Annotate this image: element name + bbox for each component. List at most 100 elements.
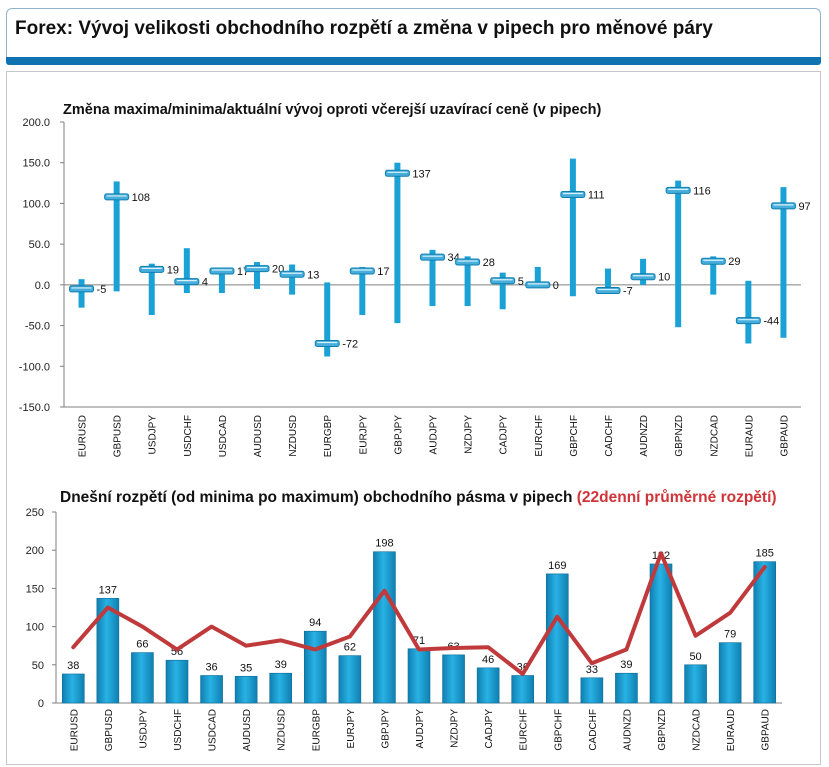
- range-bar-gbpnzd: [675, 180, 682, 328]
- range-category-label: CADJPY: [499, 415, 510, 455]
- header-panel: [6, 8, 821, 57]
- bar-chart-title-main: Dnešní rozpětí (od minima po maximum) ob…: [60, 489, 572, 506]
- range-category-label: GBPCHF: [569, 415, 580, 457]
- bar-value-label: 169: [548, 560, 566, 572]
- range-bar-usdjpy: [131, 652, 154, 704]
- range-bar-nzdcad: [710, 256, 717, 295]
- range-category-label: USDJPY: [148, 415, 159, 455]
- bar-category-label: GBPJPY: [380, 709, 391, 749]
- range-category-label: GBPAUD: [779, 415, 790, 457]
- range-bar-nzdjpy: [464, 256, 471, 307]
- range-chart-y-tick-label: -100.0: [19, 361, 50, 373]
- range-bar-usdchf: [183, 248, 190, 293]
- range-bar-gbpusd: [96, 598, 120, 704]
- bar-category-label: NZDUSD: [277, 709, 288, 751]
- range-bar-gbpjpy: [373, 551, 396, 704]
- range-bar-cadjpy: [476, 667, 500, 704]
- bar-category-label: AUDJPY: [415, 709, 426, 749]
- bar-category-label: NZDJPY: [450, 709, 461, 748]
- range-bar-gbpaud: [753, 561, 777, 704]
- bar-category-label: GBPUSD: [104, 709, 115, 751]
- range-bar-usdchf: [165, 659, 189, 704]
- bar-value-label: 39: [620, 659, 632, 671]
- range-chart-y-tick-label: 200.0: [22, 117, 50, 129]
- header-accent-bar: [6, 57, 821, 65]
- range-value-label: 116: [693, 185, 711, 197]
- range-category-label: EURGBP: [323, 415, 334, 458]
- bar-category-label: EURAUD: [726, 709, 737, 751]
- bar-chart-y-tick-label: 150: [26, 583, 44, 595]
- bar-value-label: 137: [99, 584, 117, 596]
- bar-category-label: EURGBP: [311, 709, 322, 752]
- range-bar-cadchf: [580, 677, 604, 704]
- range-bar-eurjpy: [338, 655, 362, 704]
- range-category-label: USDCHF: [183, 415, 194, 457]
- range-value-label: 4: [202, 277, 208, 289]
- range-bar-gbpusd: [113, 181, 120, 292]
- range-bar-eurgbp: [303, 630, 327, 704]
- bar-category-label: USDCHF: [173, 709, 184, 751]
- bar-category-label: AUDUSD: [242, 709, 253, 751]
- range-value-label: -72: [342, 338, 358, 350]
- range-chart-title: Změna maxima/minima/aktuální vývoj oprot…: [63, 102, 601, 118]
- range-bar-gbpaud: [780, 187, 787, 338]
- range-chart-y-tick-label: 150.0: [22, 158, 50, 170]
- bar-category-label: CADJPY: [484, 709, 495, 749]
- range-value-label: 111: [588, 189, 605, 201]
- page-title: Forex: Vývoj velikosti obchodního rozpět…: [15, 18, 713, 39]
- range-category-label: NZDCAD: [709, 415, 720, 457]
- bar-category-label: EURUSD: [69, 709, 80, 751]
- bar-category-label: GBPAUD: [761, 709, 772, 751]
- range-bar-gbpchf: [569, 158, 576, 297]
- range-value-label: 5: [518, 276, 524, 288]
- range-bar-nzdusd: [289, 264, 296, 295]
- range-bar-audnzd: [615, 672, 638, 704]
- range-category-label: NZDUSD: [288, 415, 299, 457]
- bar-chart-y-tick-label: 200: [26, 545, 44, 557]
- range-chart-y-tick-label: -50.0: [25, 321, 50, 333]
- range-bar-audjpy: [429, 249, 436, 307]
- range-value-label: 19: [167, 264, 179, 276]
- range-bar-nzdjpy: [442, 654, 465, 704]
- bar-value-label: 185: [756, 548, 774, 560]
- bar-value-label: 38: [67, 660, 79, 672]
- range-value-label: -7: [623, 286, 633, 298]
- bar-value-label: 35: [240, 662, 252, 674]
- range-bar-eurusd: [78, 279, 85, 308]
- range-bar-nzdusd: [269, 672, 293, 704]
- range-category-label: AUDNZD: [639, 415, 650, 457]
- range-value-label: 13: [307, 269, 319, 281]
- range-bar-gbpnzd: [649, 563, 673, 704]
- range-value-label: -5: [97, 284, 107, 296]
- range-bar-audjpy: [407, 648, 431, 704]
- range-bar-gbpjpy: [394, 162, 401, 324]
- range-value-label: 137: [412, 168, 430, 180]
- range-bar-gbpchf: [545, 573, 569, 704]
- bar-value-label: 94: [309, 617, 321, 629]
- range-bar-euraud: [745, 280, 752, 344]
- bar-value-label: 198: [375, 538, 393, 550]
- range-category-label: EURCHF: [534, 415, 545, 457]
- range-category-label: AUDUSD: [253, 415, 264, 457]
- bar-value-label: 50: [689, 651, 701, 663]
- range-value-label: 17: [377, 266, 389, 278]
- range-bar-euraud: [718, 642, 742, 704]
- bar-chart-y-tick-label: 100: [26, 622, 44, 634]
- bar-chart-title-highlight: (22denní průměrné rozpětí): [577, 489, 777, 506]
- bar-chart-y-tick-label: 0: [38, 698, 44, 710]
- bar-value-label: 39: [275, 659, 287, 671]
- range-category-label: EURAUD: [744, 415, 755, 457]
- range-bar-eurusd: [61, 673, 85, 704]
- range-bar-usdcad: [218, 268, 225, 293]
- bar-category-label: EURJPY: [346, 709, 357, 749]
- range-category-label: USDCAD: [218, 415, 229, 457]
- range-category-label: CADCHF: [604, 415, 615, 457]
- range-category-label: EURUSD: [78, 415, 89, 457]
- range-value-label: 29: [728, 256, 740, 268]
- bar-value-label: 79: [724, 629, 736, 641]
- range-bar-audusd: [254, 262, 261, 289]
- range-category-label: EURJPY: [358, 415, 369, 455]
- range-bar-nzdcad: [684, 664, 707, 704]
